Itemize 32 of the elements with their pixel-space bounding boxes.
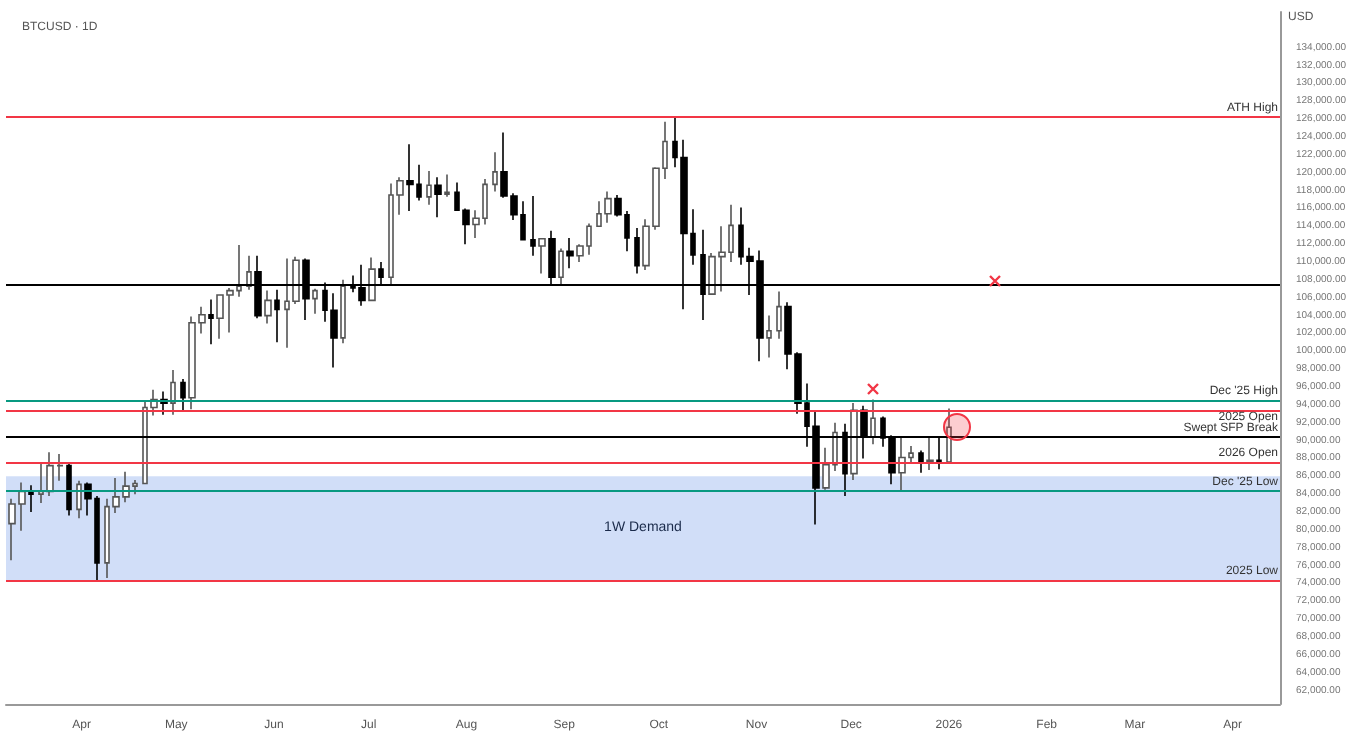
candlestick bbox=[66, 462, 72, 517]
candlestick bbox=[776, 290, 782, 340]
candlestick bbox=[368, 256, 376, 303]
candlestick bbox=[180, 378, 186, 412]
candlestick bbox=[38, 463, 44, 504]
candlestick bbox=[492, 151, 498, 193]
candlestick bbox=[208, 298, 214, 345]
candlestick bbox=[538, 237, 546, 275]
candlestick bbox=[76, 479, 82, 520]
candlestick bbox=[604, 190, 612, 224]
candlestick bbox=[634, 227, 640, 275]
candlestick bbox=[444, 173, 450, 198]
candlestick bbox=[246, 254, 252, 291]
candlestick bbox=[264, 289, 272, 325]
candlestick bbox=[170, 369, 176, 416]
candlestick bbox=[558, 247, 564, 287]
candlestick bbox=[274, 288, 280, 344]
candlestick bbox=[312, 288, 318, 315]
candlestick bbox=[870, 398, 876, 445]
candlestick bbox=[926, 436, 934, 471]
candlestick bbox=[426, 170, 432, 206]
candlestick bbox=[566, 237, 574, 270]
candlestick bbox=[898, 437, 906, 492]
candlestick bbox=[850, 402, 858, 481]
candlestick bbox=[530, 195, 536, 257]
candlestick bbox=[28, 484, 34, 513]
candlestick bbox=[406, 143, 414, 212]
candlestick bbox=[918, 449, 924, 474]
candlestick bbox=[340, 279, 346, 345]
candlestick bbox=[434, 176, 442, 219]
candlestick bbox=[766, 314, 772, 359]
candlestick bbox=[946, 407, 952, 464]
